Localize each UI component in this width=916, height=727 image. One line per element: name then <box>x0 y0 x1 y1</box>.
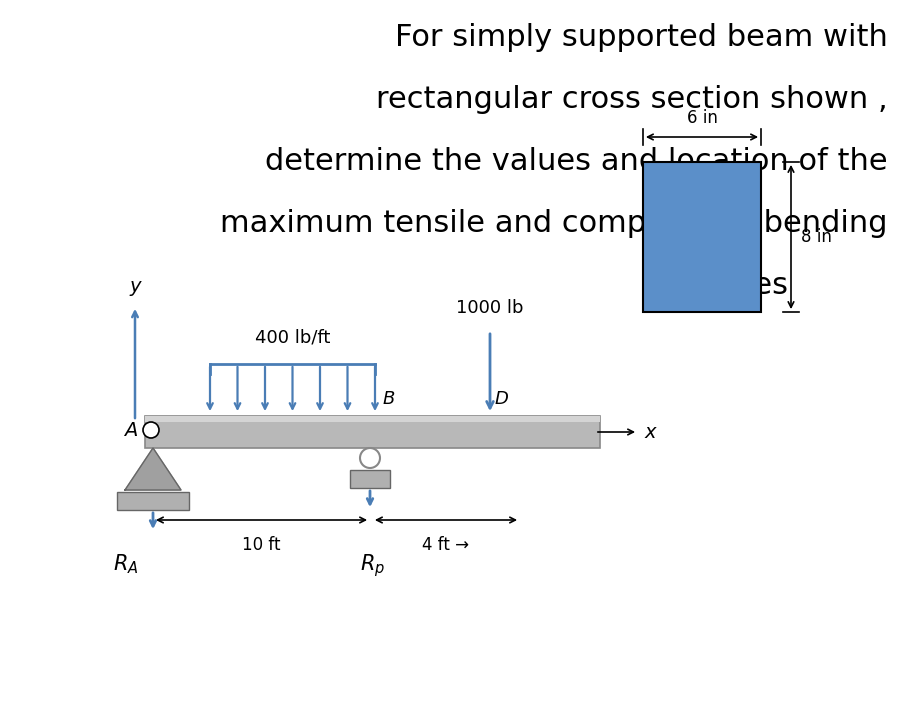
Text: 400 lb/ft: 400 lb/ft <box>255 328 330 346</box>
Text: 1000 lb: 1000 lb <box>456 299 524 317</box>
Bar <box>145 416 600 422</box>
Text: y: y <box>129 277 141 296</box>
Text: B: B <box>383 390 396 408</box>
Text: 8 in: 8 in <box>801 228 832 246</box>
Text: $R_p$: $R_p$ <box>360 552 385 579</box>
Text: $R_A$: $R_A$ <box>113 552 138 576</box>
Polygon shape <box>125 448 181 490</box>
Bar <box>117 492 189 510</box>
Text: 4 ft →: 4 ft → <box>421 536 468 554</box>
Text: determine the values and location of the: determine the values and location of the <box>266 147 888 175</box>
Text: D: D <box>495 390 509 408</box>
Bar <box>643 162 761 312</box>
Circle shape <box>360 448 380 468</box>
Text: stresses: stresses <box>663 270 788 300</box>
Bar <box>145 416 600 448</box>
Text: A: A <box>124 420 137 440</box>
Circle shape <box>143 422 159 438</box>
Text: 10 ft: 10 ft <box>242 536 280 554</box>
Text: 6 in: 6 in <box>687 109 717 127</box>
Text: x: x <box>644 422 656 441</box>
Text: For simply supported beam with: For simply supported beam with <box>395 23 888 52</box>
Text: *: * <box>703 270 718 300</box>
Bar <box>350 470 390 488</box>
Text: maximum tensile and compressive bending: maximum tensile and compressive bending <box>221 209 888 238</box>
Text: rectangular cross section shown ,: rectangular cross section shown , <box>376 84 888 113</box>
